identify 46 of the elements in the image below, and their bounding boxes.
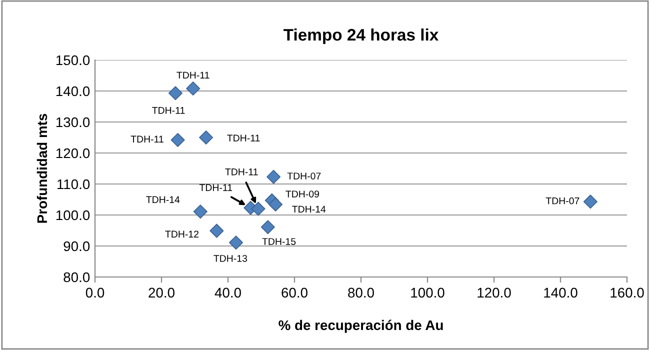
- data-label: TDH-14: [146, 196, 180, 203]
- y-tick-label: 100.0: [56, 210, 90, 220]
- point: [210, 224, 224, 238]
- x-tick-label: 160.0: [610, 288, 644, 298]
- y-tick-label: 90.0: [64, 241, 90, 252]
- x-tick-label: 80.0: [348, 288, 374, 298]
- data-label: TDH-07: [546, 197, 580, 204]
- data-label: TDH-14: [292, 206, 326, 213]
- point: [583, 194, 598, 209]
- data-label: TDH-09: [286, 190, 319, 198]
- y-tick-label: 140.0: [56, 86, 90, 96]
- point: [228, 236, 243, 250]
- point: [260, 220, 275, 234]
- point: [266, 170, 281, 184]
- data-label: TDH-15: [262, 238, 296, 245]
- x-tick-label: 40.0: [214, 288, 241, 298]
- x-tick-label: 60.0: [282, 288, 308, 298]
- point: [168, 86, 182, 100]
- point: [170, 132, 185, 147]
- x-tick-label: 140.0: [544, 288, 578, 298]
- data-label: TDH-11: [199, 184, 232, 191]
- y-tick-label: 120.0: [56, 148, 90, 158]
- y-tick-label: 80.0: [64, 272, 90, 282]
- data-label: TDH-11: [130, 136, 164, 142]
- y-tick-label: 130.0: [56, 117, 90, 128]
- x-tick-label: 100.0: [411, 288, 444, 298]
- x-tick-label: 120.0: [478, 288, 511, 298]
- data-label: TDH-13: [214, 254, 248, 262]
- point: [268, 197, 283, 212]
- point: [186, 82, 200, 96]
- data-label: TDH-11: [227, 134, 260, 142]
- chart-title: Tiempo 24 horas lix: [284, 28, 439, 44]
- data-label: TDH-12: [165, 230, 198, 238]
- x-tick-label: 0.0: [86, 288, 104, 298]
- point: [199, 130, 214, 145]
- data-label: TDH-11: [176, 72, 210, 79]
- point: [251, 202, 266, 216]
- y-axis-title: Profundidad mts: [36, 114, 48, 223]
- y-tick-label: 150.0: [56, 55, 90, 66]
- data-label: TDH-11: [225, 168, 258, 176]
- data-label: TDH-11: [152, 107, 185, 114]
- point: [193, 204, 208, 219]
- data-label: TDH-07: [287, 172, 321, 180]
- x-tick-label: 20.0: [148, 288, 174, 298]
- y-tick-label: 110.0: [57, 179, 90, 190]
- x-axis-title: % de recuperación de Au: [278, 320, 443, 333]
